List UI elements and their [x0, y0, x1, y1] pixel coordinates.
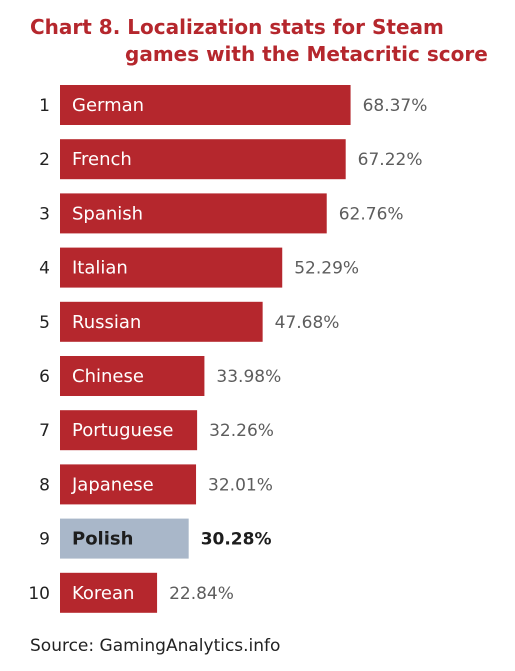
category-label-chinese: Chinese: [72, 366, 144, 387]
bar-portuguese: [60, 410, 198, 451]
category-label-polish: Polish: [72, 529, 133, 550]
value-label-korean: 22.84%: [169, 584, 234, 604]
bar-row-spanish: 3 Spanish 62.76%: [39, 193, 404, 234]
rank-label-french: 2: [39, 150, 50, 170]
bar-row-korean: 10 Korean 22.84%: [28, 572, 234, 613]
bar-row-german: 1 German 68.37%: [39, 85, 427, 125]
bar-italian: [60, 247, 283, 288]
value-label-russian: 47.68%: [275, 313, 340, 333]
value-label-polish: 30.28%: [201, 530, 272, 550]
bar-row-chinese: 6 Chinese 33.98%: [39, 356, 281, 396]
value-label-italian: 52.29%: [294, 259, 359, 279]
category-label-french: French: [72, 149, 132, 170]
bar-japanese: [60, 464, 197, 505]
value-label-portuguese: 32.26%: [209, 421, 274, 441]
category-label-korean: Korean: [72, 583, 134, 604]
chart-title: Chart 8. Localization stats for Steam ga…: [30, 14, 510, 68]
bar-polish: [60, 518, 189, 559]
value-label-french: 67.22%: [358, 150, 423, 170]
value-label-spanish: 62.76%: [339, 204, 404, 224]
rank-label-polish: 9: [39, 530, 50, 550]
chart-title-line-2: games with the Metacritic score: [125, 42, 488, 66]
bar-row-japanese: 8 Japanese 32.01%: [39, 464, 273, 505]
value-label-chinese: 33.98%: [216, 367, 281, 387]
category-label-italian: Italian: [72, 258, 128, 279]
category-label-spanish: Spanish: [72, 203, 143, 224]
bar-german: [60, 85, 351, 125]
rank-label-japanese: 8: [39, 475, 50, 495]
bar-row-polish: 9 Polish 30.28%: [39, 518, 272, 559]
bar-chart: 1 German 68.37% 2 French 67.22% 3 Spanish 62.76%…: [28, 85, 427, 613]
bar-chinese: [60, 356, 205, 396]
bar-russian: [60, 301, 263, 342]
rank-label-portuguese: 7: [39, 421, 50, 441]
rank-label-italian: 4: [39, 259, 50, 279]
chart-title-line-1: Chart 8. Localization stats for Steam: [30, 15, 444, 39]
value-label-german: 68.37%: [363, 96, 428, 116]
rank-label-russian: 5: [39, 313, 50, 333]
bar-row-french: 2 French 67.22%: [39, 139, 423, 180]
rank-label-korean: 10: [28, 584, 50, 604]
value-label-japanese: 32.01%: [208, 475, 273, 495]
bar-spanish: [60, 193, 327, 234]
bar-row-italian: 4 Italian 52.29%: [39, 247, 359, 288]
bar-row-portuguese: 7 Portuguese 32.26%: [39, 410, 274, 451]
category-label-german: German: [72, 95, 144, 116]
source-note: Source: GamingAnalytics.info: [30, 636, 281, 656]
category-label-japanese: Japanese: [71, 474, 154, 495]
rank-label-spanish: 3: [39, 204, 50, 224]
bar-korean: [60, 572, 158, 613]
rank-label-chinese: 6: [39, 367, 50, 387]
bar-row-russian: 5 Russian 47.68%: [39, 301, 340, 342]
rank-label-german: 1: [39, 96, 50, 116]
bar-french: [60, 139, 346, 180]
category-label-portuguese: Portuguese: [72, 420, 173, 441]
category-label-russian: Russian: [72, 312, 141, 333]
